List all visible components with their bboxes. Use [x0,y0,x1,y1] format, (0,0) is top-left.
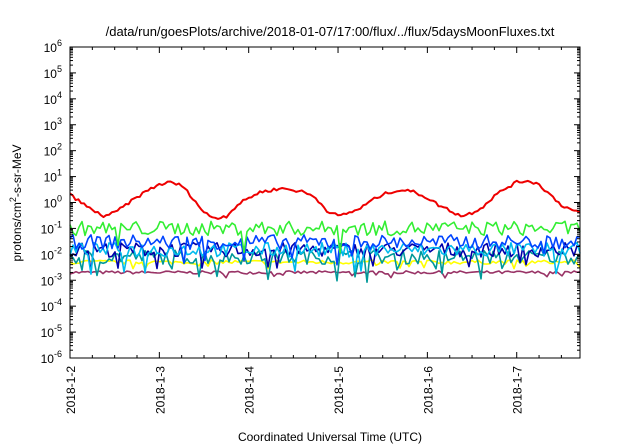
x-tick-label: 2018-1-5 [332,366,346,414]
series-line [69,234,581,266]
y-tick-label: 106 [44,38,62,55]
x-tick-label: 2018-1-7 [511,366,525,414]
y-tick-label: 100 [44,194,62,211]
chart-title: /data/run/goesPlots/archive/2018-01-07/1… [106,24,555,39]
series-lines [69,179,581,283]
y-tick-label: 105 [44,64,62,81]
y-axis: 10-6 10-5 10-4 10-3 10-2 10-1 100 101 102 103 104 1… [41,38,580,366]
series-line [69,241,581,275]
y-tick-label: 10-1 [41,219,62,236]
y-tick-label: 10-6 [41,349,62,366]
series-line [69,220,581,254]
series-line [69,270,581,279]
x-axis: 2018-1-2 2018-1-3 2018-1-4 2018-1-5 2018-1-6… [64,47,562,414]
y-tick-label: 101 [44,168,62,185]
y-tick-label: 10-2 [41,245,62,262]
y-tick-label: 10-4 [41,297,62,314]
plot-frame [69,46,581,359]
x-tick-label: 2018-1-6 [421,366,435,414]
y-tick-label: 10-3 [41,271,62,288]
y-axis-label: protons/cm2-s-sr-MeV [8,144,24,261]
x-axis-label: Coordinated Universal Time (UTC) [238,430,422,444]
y-tick-label: 10-5 [41,323,62,340]
y-tick-label: 102 [44,142,62,159]
x-tick-label: 2018-1-3 [153,366,167,414]
series-line [69,241,581,272]
y-tick-label: 104 [44,90,62,107]
y-tick-label: 103 [44,116,62,133]
x-tick-label: 2018-1-2 [64,366,78,414]
series-line [69,179,581,220]
x-tick-label: 2018-1-4 [243,366,257,414]
